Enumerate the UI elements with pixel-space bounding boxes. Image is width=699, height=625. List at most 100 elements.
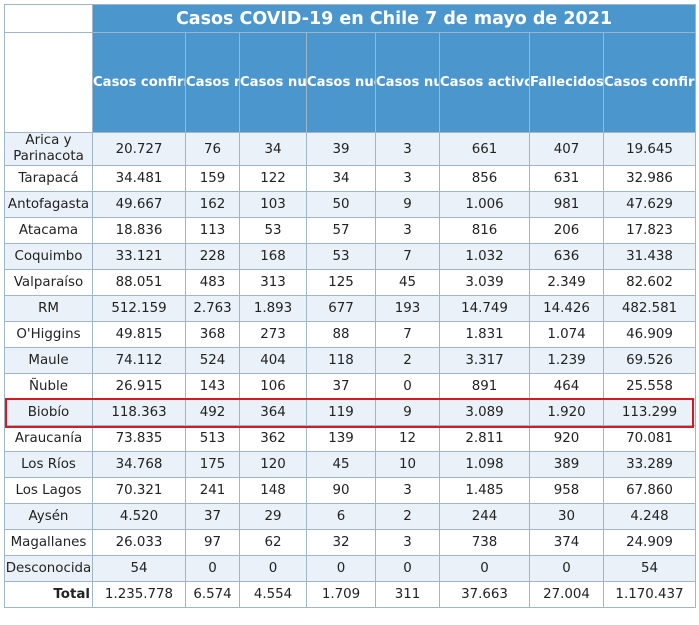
value-cell: 464 [529, 373, 604, 400]
total-cell: 311 [375, 581, 440, 608]
table-body: Arica y Parinacota 20.727 76 34 39 3 661 407 19.… [4, 132, 696, 582]
value-cell: 1.032 [439, 243, 530, 270]
value-cell: 26.033 [92, 529, 186, 556]
value-cell: 67.860 [603, 477, 696, 504]
value-cell: 0 [239, 555, 307, 582]
value-cell: 677 [306, 295, 376, 322]
total-cell: 37.663 [439, 581, 530, 608]
value-cell: 26.915 [92, 373, 186, 400]
value-cell: 636 [529, 243, 604, 270]
table-row: Ñuble 26.915 143 106 37 0 891 464 25.558 [4, 373, 696, 400]
value-cell: 920 [529, 425, 604, 452]
value-cell: 3.089 [439, 399, 530, 426]
region-name: O'Higgins [4, 321, 93, 348]
value-cell: 119 [306, 399, 376, 426]
table-row: Araucanía 73.835 513 362 139 12 2.811 920 70.081 [4, 425, 696, 452]
value-cell: 0 [375, 373, 440, 400]
value-cell: 148 [239, 477, 307, 504]
value-cell: 37 [306, 373, 376, 400]
value-cell: 19.645 [603, 132, 696, 166]
value-cell: 53 [306, 243, 376, 270]
value-cell: 482.581 [603, 295, 696, 322]
table-row: Tarapacá 34.481 159 122 34 3 856 631 32.986 [4, 165, 696, 192]
value-cell: 50 [306, 191, 376, 218]
value-cell: 46.909 [603, 321, 696, 348]
value-cell: 738 [439, 529, 530, 556]
value-cell: 404 [239, 347, 307, 374]
value-cell: 244 [439, 503, 530, 530]
table-row: Magallanes 26.033 97 62 32 3 738 374 24.909 [4, 529, 696, 556]
value-cell: 1.006 [439, 191, 530, 218]
value-cell: 88.051 [92, 269, 186, 296]
value-cell: 228 [185, 243, 240, 270]
value-cell: 30 [529, 503, 604, 530]
value-cell: 106 [239, 373, 307, 400]
value-cell: 159 [185, 165, 240, 192]
col-header: Casos nuevos totales [185, 32, 240, 133]
value-cell: 1.831 [439, 321, 530, 348]
col-header: Fallecidos totales *** [529, 32, 604, 133]
value-cell: 54 [603, 555, 696, 582]
value-cell: 2.349 [529, 269, 604, 296]
value-cell: 45 [306, 451, 376, 478]
value-cell: 88 [306, 321, 376, 348]
value-cell: 139 [306, 425, 376, 452]
region-name: Maule [4, 347, 93, 374]
covid-cases-table: Casos COVID-19 en Chile 7 de mayo de 202… [4, 4, 696, 608]
total-cell: 1.170.437 [603, 581, 696, 608]
value-cell: 3 [375, 217, 440, 244]
value-cell: 0 [439, 555, 530, 582]
value-cell: 45 [375, 269, 440, 296]
value-cell: 118 [306, 347, 376, 374]
value-cell: 82.602 [603, 269, 696, 296]
value-cell: 57 [306, 217, 376, 244]
table-row: O'Higgins 49.815 368 273 88 7 1.831 1.074 46.909 [4, 321, 696, 348]
value-cell: 524 [185, 347, 240, 374]
value-cell: 49.815 [92, 321, 186, 348]
value-cell: 2 [375, 503, 440, 530]
value-cell: 1.074 [529, 321, 604, 348]
table-container: Casos COVID-19 en Chile 7 de mayo de 202… [4, 4, 696, 608]
table-row: Arica y Parinacota 20.727 76 34 39 3 661 407 19.… [4, 132, 696, 166]
value-cell: 70.081 [603, 425, 696, 452]
total-row: Total 1.235.778 6.574 4.554 1.709 311 37… [4, 581, 696, 608]
value-cell: 97 [185, 529, 240, 556]
value-cell: 32 [306, 529, 376, 556]
value-cell: 816 [439, 217, 530, 244]
value-cell: 4.248 [603, 503, 696, 530]
value-cell: 34.481 [92, 165, 186, 192]
value-cell: 3.317 [439, 347, 530, 374]
value-cell: 512.159 [92, 295, 186, 322]
value-cell: 25.558 [603, 373, 696, 400]
value-cell: 90 [306, 477, 376, 504]
table-title: Casos COVID-19 en Chile 7 de mayo de 202… [92, 4, 696, 33]
value-cell: 73.835 [92, 425, 186, 452]
value-cell: 14.749 [439, 295, 530, 322]
value-cell: 62 [239, 529, 307, 556]
value-cell: 34 [306, 165, 376, 192]
col-header: Casos activos confirmados ** [439, 32, 530, 133]
value-cell: 407 [529, 132, 604, 166]
value-cell: 33.289 [603, 451, 696, 478]
region-name: Biobío [4, 399, 93, 426]
value-cell: 31.438 [603, 243, 696, 270]
value-cell: 32.986 [603, 165, 696, 192]
region-name: Aysén [4, 503, 93, 530]
value-cell: 168 [239, 243, 307, 270]
value-cell: 4.520 [92, 503, 186, 530]
total-label: Total [4, 581, 93, 608]
value-cell: 3.039 [439, 269, 530, 296]
table-row: Los Ríos 34.768 175 120 45 10 1.098 389 33.289 [4, 451, 696, 478]
col-header: Casos confirmados acumulados [92, 32, 186, 133]
value-cell: 9 [375, 399, 440, 426]
value-cell: 18.836 [92, 217, 186, 244]
total-cell: 1.709 [306, 581, 376, 608]
value-cell: 513 [185, 425, 240, 452]
value-cell: 3 [375, 132, 440, 166]
region-name: Magallanes [4, 529, 93, 556]
total-cell: 27.004 [529, 581, 604, 608]
value-cell: 122 [239, 165, 307, 192]
value-cell: 2 [375, 347, 440, 374]
value-cell: 33.121 [92, 243, 186, 270]
table-row: Los Lagos 70.321 241 148 90 3 1.485 958 67.860 [4, 477, 696, 504]
